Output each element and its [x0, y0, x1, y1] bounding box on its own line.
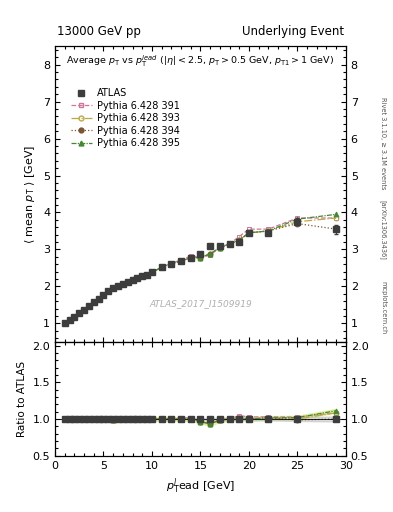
Text: mcplots.cern.ch: mcplots.cern.ch: [380, 281, 386, 334]
Y-axis label: Ratio to ATLAS: Ratio to ATLAS: [17, 361, 27, 437]
Text: Rivet 3.1.10, ≥ 3.1M events: Rivet 3.1.10, ≥ 3.1M events: [380, 97, 386, 189]
Text: 13000 GeV pp: 13000 GeV pp: [57, 26, 141, 38]
Text: [arXiv:1306.3436]: [arXiv:1306.3436]: [380, 201, 387, 260]
Text: Average $p_{\mathrm{T}}$ vs $p_{\mathrm{T}}^{lead}$ ($|\eta| < 2.5$, $p_{\mathrm: Average $p_{\mathrm{T}}$ vs $p_{\mathrm{…: [66, 53, 334, 69]
Legend: ATLAS, Pythia 6.428 391, Pythia 6.428 393, Pythia 6.428 394, Pythia 6.428 395: ATLAS, Pythia 6.428 391, Pythia 6.428 39…: [69, 87, 182, 150]
Text: ATLAS_2017_I1509919: ATLAS_2017_I1509919: [149, 299, 252, 308]
Text: Underlying Event: Underlying Event: [242, 26, 344, 38]
X-axis label: $p_{\mathrm{T}}^{l}$ead [GeV]: $p_{\mathrm{T}}^{l}$ead [GeV]: [166, 476, 235, 496]
Y-axis label: $\langle$ mean $p_{\mathrm{T}}$ $\rangle$ [GeV]: $\langle$ mean $p_{\mathrm{T}}$ $\rangle…: [24, 144, 37, 244]
